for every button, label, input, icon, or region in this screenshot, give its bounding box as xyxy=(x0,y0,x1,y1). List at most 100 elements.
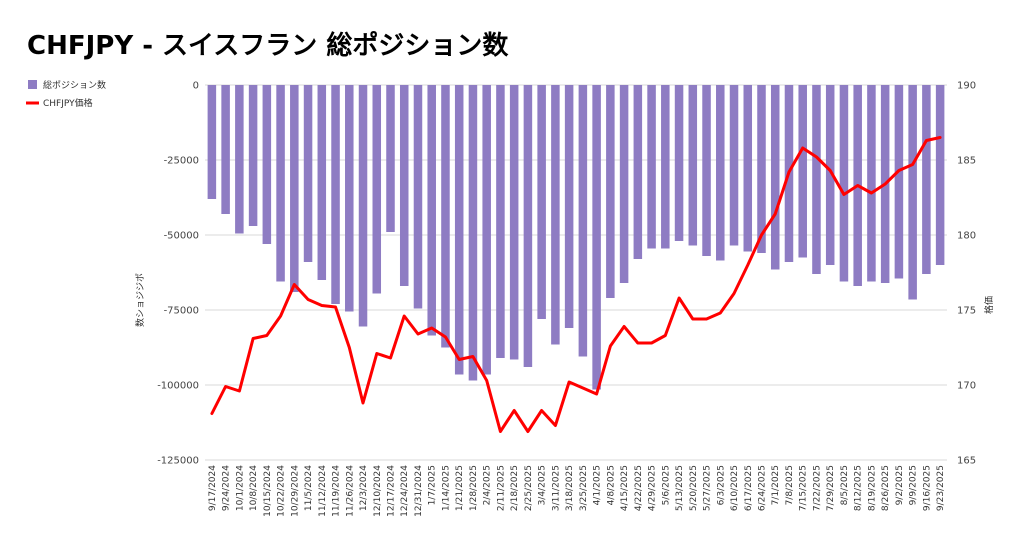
gridlines xyxy=(205,84,947,461)
x-tick-label: 9/24/2024 xyxy=(222,465,232,511)
x-tick-label: 7/29/2025 xyxy=(826,465,836,511)
bar xyxy=(922,85,931,274)
bar xyxy=(262,85,272,244)
y-tick-left: -125000 xyxy=(157,456,199,467)
y-axis-right-ticks: 190 185 180 175 170 165 xyxy=(957,81,976,467)
bar xyxy=(276,85,285,282)
x-tick-label: 3/25/2025 xyxy=(579,465,589,511)
bar xyxy=(702,85,711,256)
x-tick-label: 7/1/2025 xyxy=(771,465,781,505)
x-tick-label: 12/10/2024 xyxy=(373,465,383,517)
legend-bar-label: 総ポジション数 xyxy=(43,79,106,91)
bar xyxy=(908,85,917,300)
bar xyxy=(839,85,849,282)
x-tick-label: 6/17/2025 xyxy=(744,465,754,511)
x-tick-label: 4/29/2025 xyxy=(648,465,658,511)
x-tick-label: 1/28/2025 xyxy=(469,465,479,511)
x-tick-label: 2/4/2025 xyxy=(483,465,493,505)
x-tick-label: 3/11/2025 xyxy=(551,465,561,511)
y-axis-right-label: 格価 xyxy=(983,296,995,314)
x-tick-label: 1/7/2025 xyxy=(428,465,438,505)
bar xyxy=(454,85,464,375)
bar xyxy=(427,85,436,336)
bar xyxy=(413,85,423,309)
bar xyxy=(674,85,684,241)
x-tick-label: 2/25/2025 xyxy=(524,465,534,511)
x-tick-label: 5/13/2025 xyxy=(675,465,685,511)
x-tick-label: 2/18/2025 xyxy=(510,465,520,511)
x-tick-label: 11/12/2024 xyxy=(318,465,328,517)
bar xyxy=(399,85,409,286)
y-tick-left: 0 xyxy=(193,81,199,92)
chart-title: CHFJPY - スイスフラン 総ポジション数 xyxy=(27,30,509,61)
bar xyxy=(592,85,601,390)
y-tick-right: 180 xyxy=(957,231,976,242)
x-tick-label: 6/10/2025 xyxy=(730,465,740,511)
x-tick-label: 8/12/2025 xyxy=(854,465,864,511)
bar xyxy=(496,85,505,358)
bar xyxy=(372,85,382,294)
bar xyxy=(633,85,643,259)
bar xyxy=(606,85,615,298)
x-tick-label: 4/8/2025 xyxy=(606,465,616,505)
x-tick-label: 5/20/2025 xyxy=(689,465,699,511)
legend-line-label: CHFJPY価格 xyxy=(43,97,93,109)
x-tick-label: 9/17/2024 xyxy=(208,465,218,511)
bar xyxy=(290,85,299,292)
bar xyxy=(331,85,340,304)
bar xyxy=(523,85,533,367)
x-tick-label: 9/2/2025 xyxy=(895,465,905,505)
bar xyxy=(345,85,354,312)
bar xyxy=(798,85,807,258)
bar xyxy=(317,85,327,280)
x-tick-label: 9/16/2025 xyxy=(922,465,932,511)
bar xyxy=(303,85,313,262)
x-tick-label: 11/5/2024 xyxy=(304,465,314,511)
bar xyxy=(647,85,656,249)
x-tick-label: 4/15/2025 xyxy=(620,465,630,511)
bar xyxy=(716,85,725,261)
bar xyxy=(770,85,780,270)
bar xyxy=(578,85,588,357)
bar xyxy=(207,85,217,199)
bar xyxy=(688,85,698,246)
x-tick-label: 1/14/2025 xyxy=(442,465,452,511)
bar xyxy=(867,85,876,282)
bar-series xyxy=(207,85,945,390)
x-tick-label: 3/18/2025 xyxy=(565,465,575,511)
x-tick-label: 2/11/2025 xyxy=(496,465,506,511)
x-tick-label: 11/26/2024 xyxy=(345,465,355,517)
y-axis-left-label: 数ショジジポ xyxy=(134,273,146,327)
x-tick-label: 4/1/2025 xyxy=(593,465,603,505)
x-tick-label: 6/24/2025 xyxy=(758,465,768,511)
y-tick-left: -75000 xyxy=(164,306,199,317)
x-tick-label: 11/19/2024 xyxy=(332,465,342,517)
legend: 総ポジション数 CHFJPY価格 xyxy=(26,79,106,109)
bar xyxy=(825,85,835,265)
x-tick-label: 7/15/2025 xyxy=(799,465,809,511)
x-tick-label: 1/21/2025 xyxy=(455,465,465,511)
bar xyxy=(509,85,519,360)
y-tick-right: 185 xyxy=(957,156,976,167)
x-tick-label: 9/9/2025 xyxy=(909,465,919,505)
bar xyxy=(894,85,904,279)
x-tick-label: 10/1/2024 xyxy=(235,465,245,511)
bar xyxy=(537,85,546,319)
x-tick-label: 6/3/2025 xyxy=(716,465,726,505)
y-tick-left: -25000 xyxy=(164,156,199,167)
bar xyxy=(812,85,821,274)
bar xyxy=(248,85,258,226)
y-tick-right: 170 xyxy=(957,381,976,392)
x-tick-label: 9/23/2025 xyxy=(936,465,946,511)
x-tick-label: 8/5/2025 xyxy=(840,465,850,505)
bar xyxy=(935,85,945,265)
x-axis-ticks: 9/17/2024 9/24/2024 10/1/2024 10/8/2024 10/1… xyxy=(208,465,946,517)
bar xyxy=(441,85,450,348)
y-tick-right: 190 xyxy=(957,81,976,92)
y-tick-left: -50000 xyxy=(164,231,199,242)
price-line-series xyxy=(210,136,942,433)
x-tick-label: 12/17/2024 xyxy=(387,465,397,517)
price-line xyxy=(210,136,942,433)
x-tick-label: 10/8/2024 xyxy=(249,465,259,511)
